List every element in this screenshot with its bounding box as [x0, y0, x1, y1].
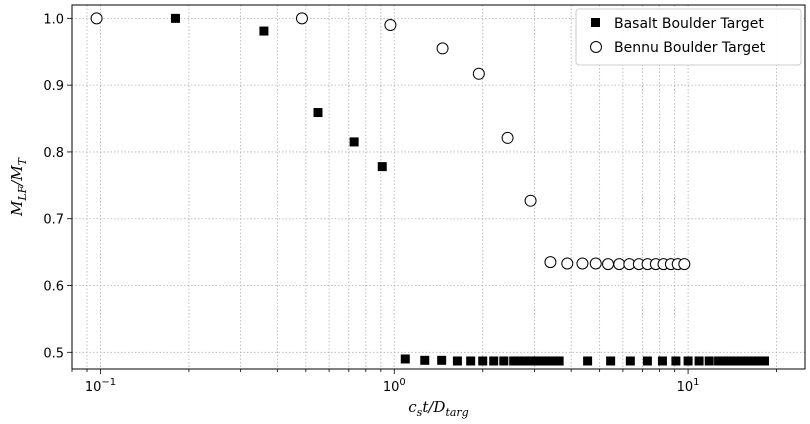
bennu-point [524, 194, 537, 207]
y-tick-label: 1.0 [43, 12, 64, 27]
legend-entry-basalt: Basalt Boulder Target [614, 16, 764, 32]
basalt-point [704, 356, 714, 366]
y-tick-label: 0.9 [43, 79, 64, 94]
basalt-point [170, 13, 180, 23]
bennu-point [561, 257, 574, 270]
basalt-point [759, 356, 769, 366]
basalt-point [714, 356, 724, 366]
x-tick-label: 10−1 [85, 377, 116, 395]
bennu-point [613, 258, 626, 271]
basalt-point [499, 356, 509, 366]
x-tick-label: 100 [383, 377, 406, 395]
bennu-point [589, 257, 602, 270]
axis-ticks: 0.5 0.6 0.7 0.8 0.9 1.0 10−1 100 101 [43, 12, 777, 395]
basalt-point [349, 137, 359, 147]
basalt-point [642, 356, 652, 366]
legend-entry-bennu: Bennu Boulder Target [614, 40, 766, 56]
bennu-point [384, 19, 397, 32]
bennu-point [544, 256, 557, 269]
y-tick-label: 0.5 [43, 346, 64, 361]
basalt-point [420, 355, 430, 365]
y-axis-label-mid: /M [8, 165, 26, 188]
basalt-point [437, 355, 447, 365]
basalt-point [606, 356, 616, 366]
basalt-point [583, 356, 593, 366]
x-axis-label-sub1: s [417, 406, 423, 419]
y-axis-label-sub1: LF [16, 185, 29, 201]
y-axis-label: MLF/MT [8, 156, 29, 217]
x-axis-label-mid: t/D [422, 398, 445, 416]
y-axis-label-base: M [8, 200, 26, 217]
bennu-point [576, 257, 589, 270]
legend-marker-basalt [591, 18, 600, 27]
basalt-point [313, 108, 323, 118]
basalt-point [671, 356, 681, 366]
data-marks [90, 12, 769, 366]
basalt-point [694, 356, 704, 366]
y-tick-label: 0.6 [43, 280, 64, 295]
basalt-point [466, 356, 476, 366]
legend-box [575, 8, 802, 66]
bennu-point [295, 12, 308, 25]
bennu-point [501, 131, 514, 144]
basalt-point [554, 356, 564, 366]
x-axis-label-sub2: targ [445, 406, 468, 419]
bennu-point [602, 258, 615, 271]
x-tick-label: 101 [677, 377, 700, 395]
x-axis-label: cst/Dtarg [408, 398, 468, 419]
y-tick-label: 0.8 [43, 146, 64, 161]
y-tick-label: 0.7 [43, 213, 64, 228]
bennu-point [436, 42, 449, 55]
y-axis-label-sub2: T [16, 156, 29, 165]
bennu-point [678, 258, 691, 271]
legend-marker-bennu [590, 41, 602, 53]
basalt-point [683, 356, 693, 366]
x-axis-label-base: c [408, 398, 417, 416]
bennu-point [472, 67, 485, 80]
basalt-point [722, 356, 732, 366]
basalt-point [478, 356, 488, 366]
basalt-point [489, 356, 499, 366]
basalt-point [400, 354, 410, 364]
basalt-point [377, 162, 387, 172]
basalt-point [657, 356, 667, 366]
basalt-point [625, 356, 635, 366]
plot-frame [71, 4, 806, 370]
basalt-point [259, 26, 269, 36]
legend: Basalt Boulder Target Bennu Boulder Targ… [575, 8, 802, 66]
bennu-point [90, 12, 103, 25]
basalt-point [452, 356, 462, 366]
grid-lines [71, 5, 805, 369]
